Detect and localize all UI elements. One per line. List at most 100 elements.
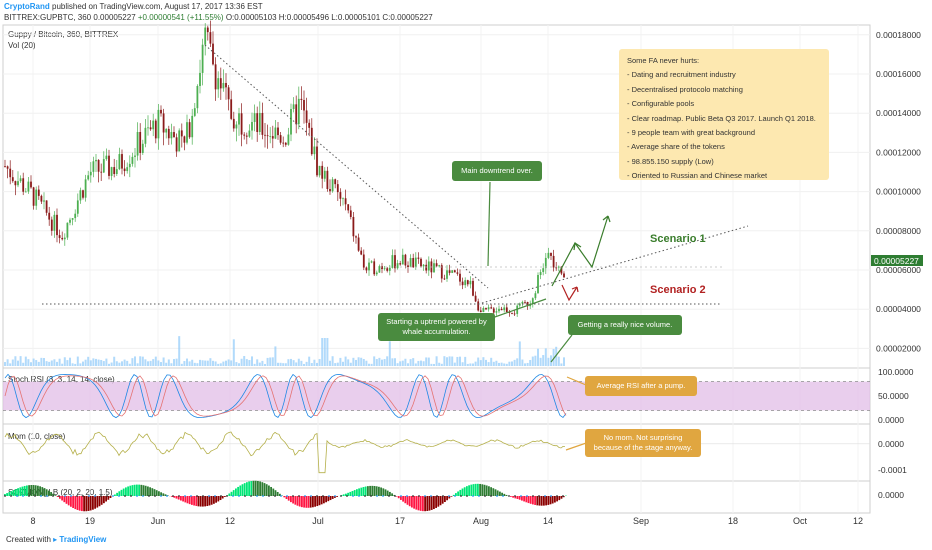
volume-bar xyxy=(53,359,56,366)
volume-bar xyxy=(69,357,71,366)
candle-body xyxy=(409,258,412,267)
sqz-bar xyxy=(285,496,288,500)
sqz-bar xyxy=(131,485,134,496)
volume-bar xyxy=(303,363,305,366)
candle-body xyxy=(19,178,22,182)
volume-bar xyxy=(178,336,181,366)
sqz-dot xyxy=(94,495,96,497)
sqz-dot xyxy=(130,495,132,497)
sqz-bar xyxy=(59,496,61,499)
sqz-bar xyxy=(164,494,167,496)
sqz-bar xyxy=(327,496,330,502)
volume-bar xyxy=(305,361,308,366)
sqz-bar xyxy=(558,496,561,501)
volume-bar xyxy=(43,358,45,366)
candle-body xyxy=(183,136,186,143)
candle-body xyxy=(61,237,64,240)
volume-bar xyxy=(300,360,303,366)
sqz-dot xyxy=(484,495,486,497)
candle-body xyxy=(113,167,116,174)
volume-bar xyxy=(425,357,428,366)
candle-body xyxy=(534,293,537,299)
volume-bar xyxy=(472,363,474,366)
sqz-dot xyxy=(268,495,270,497)
candle-body xyxy=(102,159,105,173)
sqz-dot xyxy=(238,495,240,497)
tradingview-logo[interactable]: TradingView xyxy=(59,535,107,544)
candle-body xyxy=(537,274,539,294)
volume-bar xyxy=(240,358,243,366)
sqz-bar xyxy=(373,485,376,496)
candle-body xyxy=(84,179,87,198)
candle-body xyxy=(451,270,454,273)
candle-body xyxy=(563,273,565,278)
candle-body xyxy=(313,146,316,155)
stoch-tick-label: 100.0000 xyxy=(878,367,914,377)
sqz-bar xyxy=(224,496,226,497)
candle-body xyxy=(157,109,160,139)
sqz-dot xyxy=(82,495,84,497)
volume-bar xyxy=(534,355,537,366)
sqz-bar xyxy=(142,485,145,496)
sqz-bar xyxy=(485,485,488,496)
sqz-dot xyxy=(88,495,90,497)
sqz-bar xyxy=(298,496,301,507)
volume-bar xyxy=(243,356,246,366)
sqz-dot xyxy=(472,495,474,497)
sqz-bar xyxy=(307,496,310,508)
sqz-bar xyxy=(122,488,125,496)
sqz-dot xyxy=(46,495,48,497)
volume-bar xyxy=(180,363,183,366)
sqz-dot xyxy=(412,495,414,497)
sqz-dot xyxy=(118,495,120,497)
volume-bar xyxy=(188,361,191,366)
sqz-bar xyxy=(45,489,48,496)
volume-bar xyxy=(84,359,87,366)
sqz-bar xyxy=(254,480,257,496)
sqz-bar xyxy=(505,494,508,496)
sqz-dot xyxy=(526,495,528,497)
volume-bar xyxy=(368,363,370,366)
volume-bar xyxy=(282,363,285,366)
volume-bar xyxy=(474,361,477,366)
sqz-bar xyxy=(138,484,140,496)
sqz-bar xyxy=(334,496,336,498)
volume-bar xyxy=(485,359,487,366)
volume-bar xyxy=(196,363,199,366)
sqz-bar xyxy=(21,486,24,496)
sqz-bar xyxy=(362,487,365,496)
volume-bar xyxy=(141,356,144,366)
sqz-dot xyxy=(328,495,330,497)
candle-body xyxy=(27,181,30,192)
volume-callout-line xyxy=(550,334,573,363)
sqz-bar xyxy=(296,496,299,506)
volume-bar xyxy=(451,356,454,366)
sqz-bar xyxy=(26,485,28,496)
candle-body xyxy=(446,270,448,279)
candle-body xyxy=(154,120,157,139)
fa-box: Some FA never hurts: - Dating and recrui… xyxy=(619,49,829,180)
volume-bar xyxy=(30,362,32,366)
sqz-bar xyxy=(446,496,448,501)
candle-body xyxy=(217,78,220,90)
stoch-label: Stoch RSI (3, 3, 14, 14, close) xyxy=(8,375,115,384)
author-link[interactable]: CryptoRand xyxy=(4,2,50,11)
sqz-bar xyxy=(367,486,369,496)
sqz-bar xyxy=(155,490,158,496)
volume-bar xyxy=(552,349,555,366)
sqz-dot xyxy=(394,495,396,497)
x-tick-label: 12 xyxy=(225,516,235,526)
candle-body xyxy=(173,132,175,138)
sqz-bar xyxy=(48,490,50,496)
candle-body xyxy=(297,98,300,125)
volume-bar xyxy=(401,360,404,366)
sqz-dot xyxy=(556,495,558,497)
sqz-bar xyxy=(433,496,435,510)
candle-body xyxy=(490,307,493,309)
sqz-bar xyxy=(34,485,37,496)
candle-body xyxy=(209,32,212,44)
sqz-bar xyxy=(314,496,316,507)
fa-item: - Oriented to Russian and Chinese market xyxy=(627,171,768,181)
sqz-bar xyxy=(270,486,272,496)
